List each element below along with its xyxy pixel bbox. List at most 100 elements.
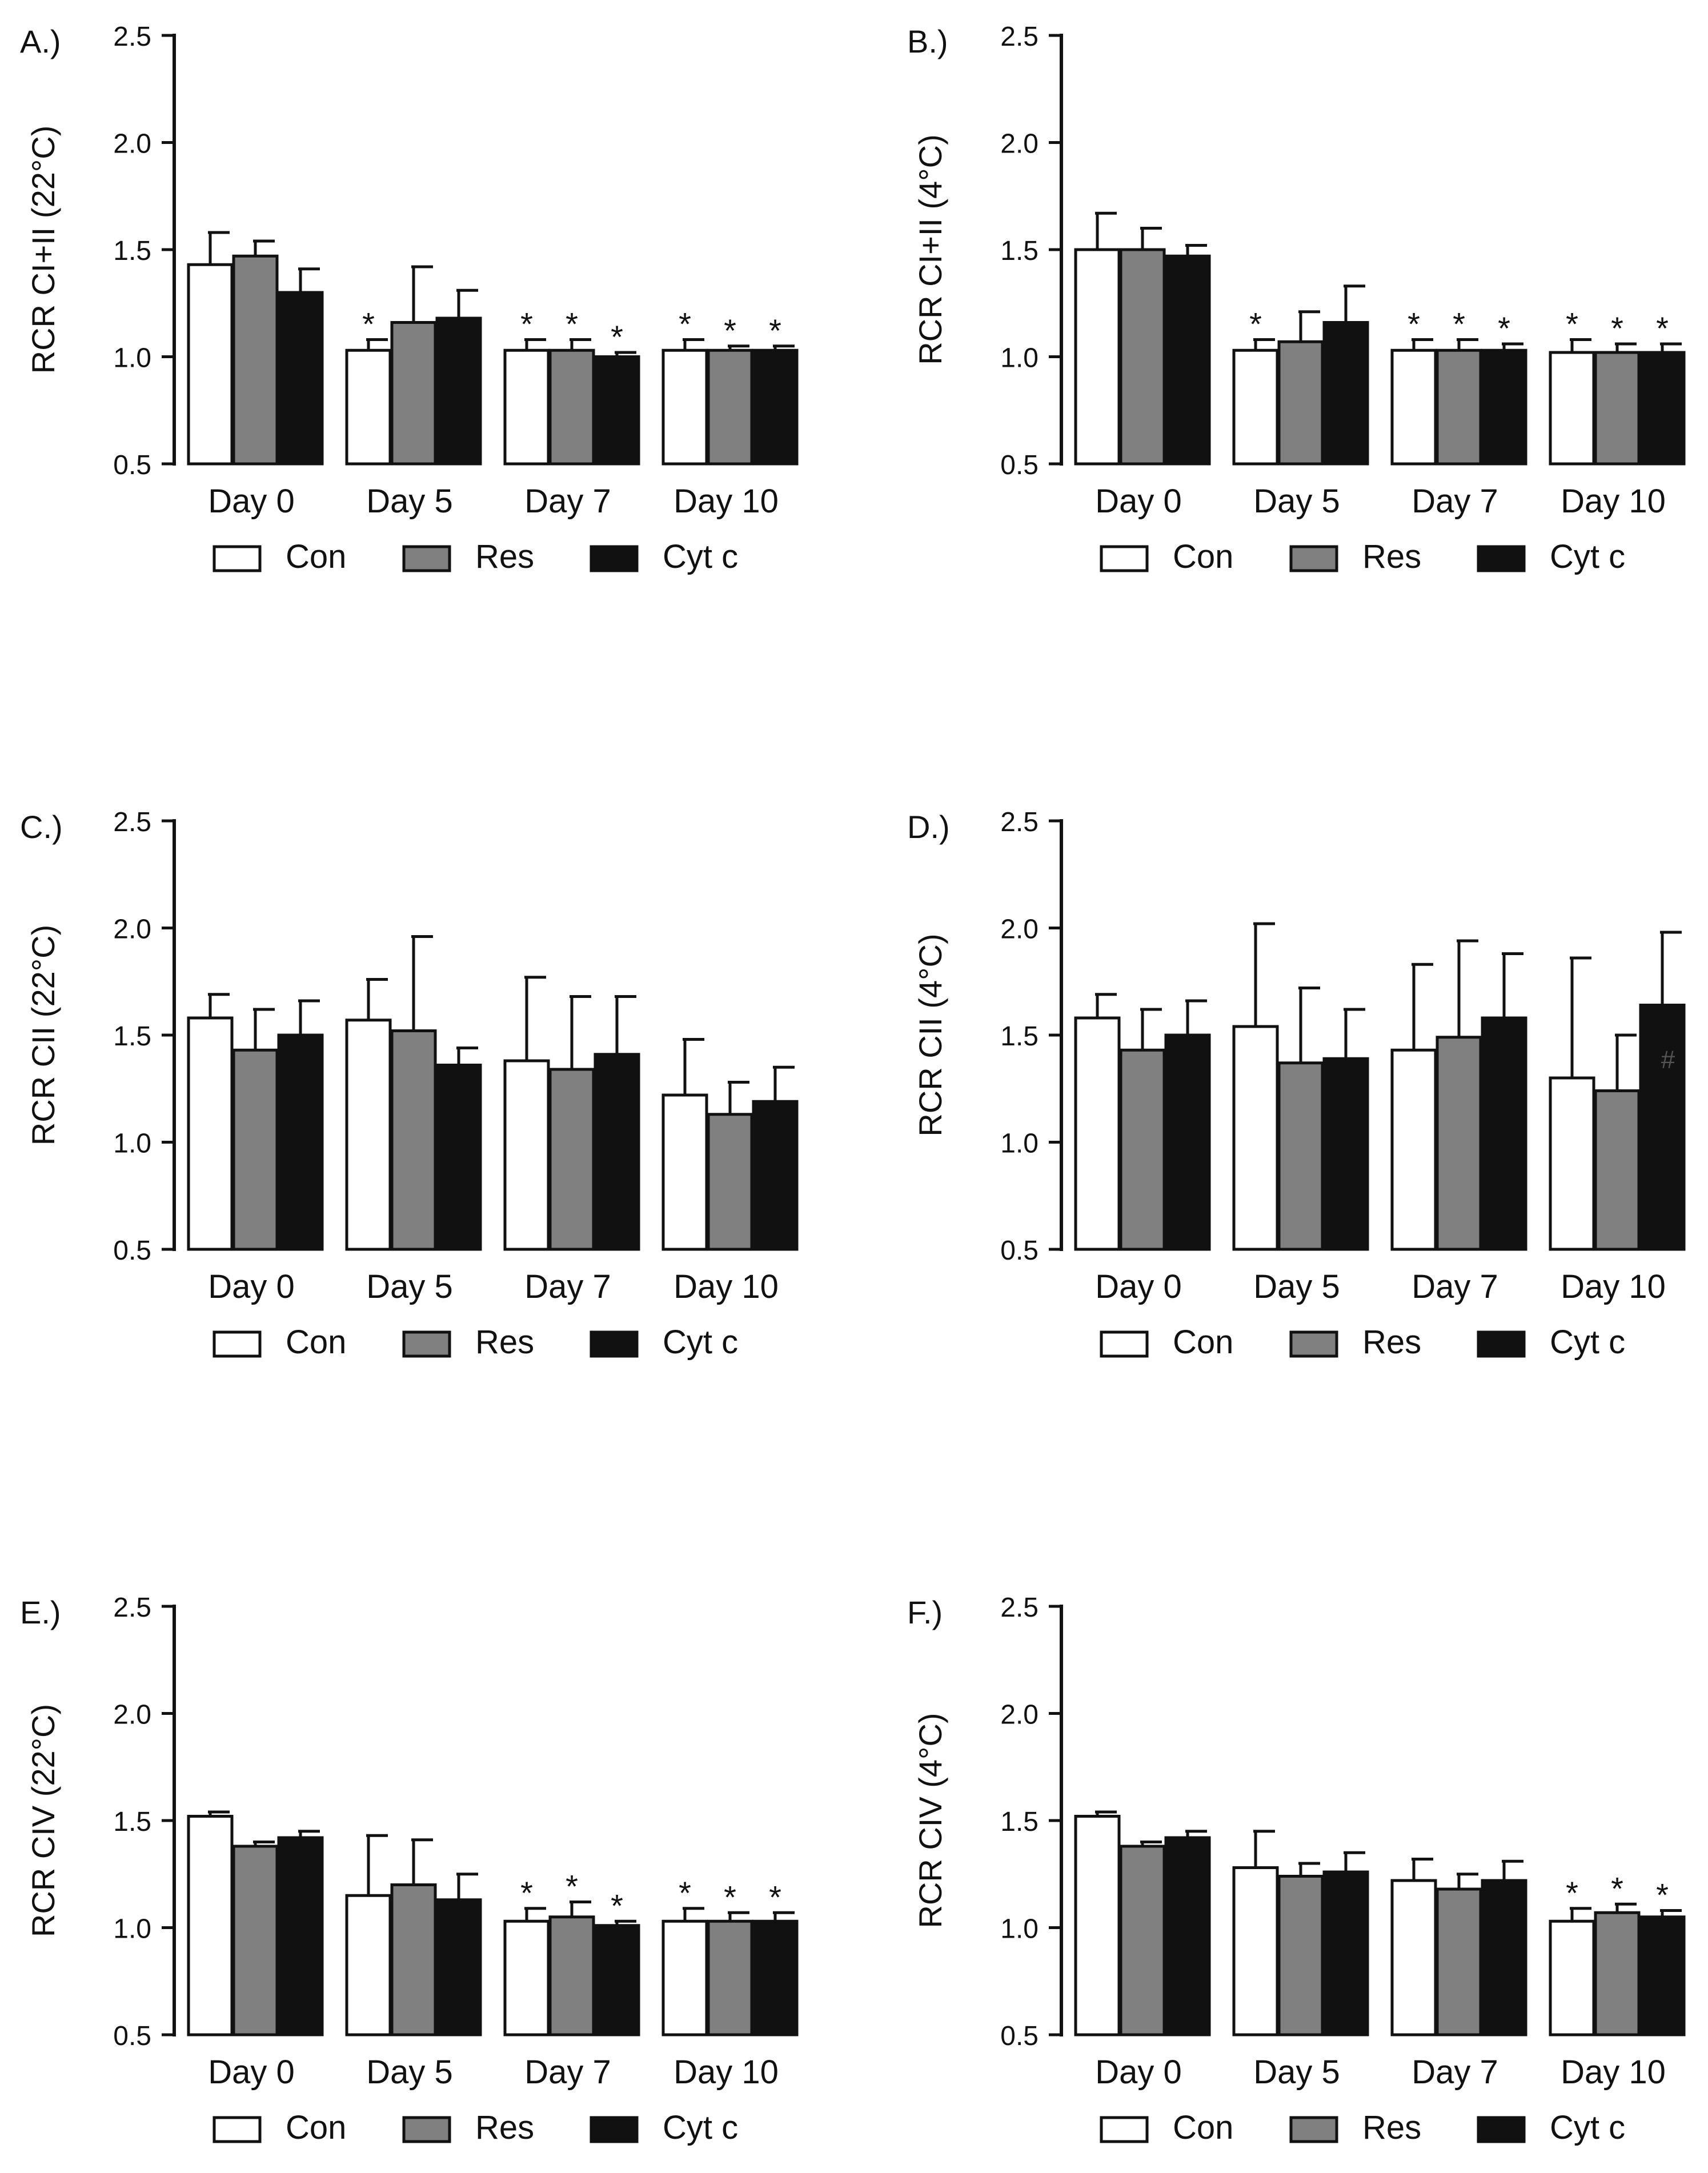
y-tick-label: 2.0	[113, 915, 151, 945]
legend-swatch-res	[402, 2116, 451, 2143]
y-tick-label: 2.0	[113, 1700, 151, 1730]
bar-day5-con	[1232, 1025, 1279, 1251]
y-tick-label: 1.0	[1000, 1914, 1039, 1945]
panel-label: B.)	[907, 23, 948, 59]
bar-day10-res	[1594, 1911, 1641, 2036]
bar-day10-con	[1549, 351, 1595, 466]
bar-day5-con	[345, 348, 392, 466]
y-axis-title: RCR CIV (22°C)	[25, 1704, 61, 1937]
x-category-label: Day 10	[1561, 2054, 1666, 2091]
bar-day7-con	[503, 1059, 550, 1251]
chart-panel-d: D.) RCR CII (4°C) 0.5 1.0 1.5 2.0 2.5 Day 0 Day …	[907, 807, 1686, 1361]
x-category-label: Day 7	[1412, 483, 1498, 520]
bar-day0-res	[232, 254, 279, 466]
legend-swatch-con	[213, 1330, 262, 1358]
legend-label: Res	[475, 538, 534, 575]
panel-label: E.)	[20, 1594, 61, 1630]
bar-day7-res	[1436, 1036, 1482, 1251]
bar-day5-cytc	[435, 1064, 482, 1251]
legend-label: Con	[1173, 538, 1233, 575]
bar-day0-con	[187, 1815, 234, 2036]
bar-day5-res	[390, 1883, 437, 2036]
y-tick-label: 0.5	[1000, 2021, 1039, 2051]
bar-day7-con	[503, 1919, 550, 2036]
legend-label: Cyt c	[1550, 2109, 1625, 2146]
x-category-label: Day 5	[1253, 1268, 1340, 1305]
panel-label: F.)	[907, 1594, 943, 1630]
bar-day10-cytc	[1639, 1915, 1686, 2036]
x-category-label: Day 10	[1561, 1268, 1666, 1305]
bar-day0-cytc	[1164, 254, 1211, 466]
bar-day10-con	[661, 348, 708, 466]
bar-day5-con	[1232, 1866, 1279, 2036]
legend-label: Cyt c	[1550, 1324, 1625, 1361]
significance-mark: *	[1453, 306, 1465, 342]
x-category-label: Day 0	[208, 1268, 295, 1305]
bar-day5-con	[345, 1019, 392, 1251]
bar-day5-cytc	[435, 316, 482, 466]
bar-day0-cytc	[277, 291, 324, 466]
legend-label: Res	[1362, 2109, 1421, 2146]
significance-mark: *	[679, 306, 691, 342]
x-category-label: Day 7	[524, 483, 611, 520]
legend-swatch-res	[402, 1330, 451, 1358]
legend-swatch-cytc	[590, 545, 639, 572]
bar-day0-res	[1119, 248, 1166, 466]
bar-day7-res	[1436, 1887, 1482, 2036]
bar-day10-cytc	[752, 1919, 799, 2036]
bar-day7-con	[1390, 348, 1437, 466]
y-tick-label: 1.0	[113, 1914, 151, 1945]
y-tick-label: 1.5	[1000, 1021, 1039, 1052]
bar-day7-res	[548, 348, 595, 466]
chart-panel-c: C.) RCR CII (22°C) 0.5 1.0 1.5 2.0 2.5 Day 0 Day…	[20, 807, 799, 1361]
significance-mark: *	[611, 1887, 623, 1923]
y-tick-label: 2.5	[113, 1593, 151, 1623]
x-category-label: Day 0	[1095, 1268, 1182, 1305]
legend-label: Res	[475, 1324, 534, 1361]
legend-label: Cyt c	[663, 2109, 738, 2146]
chart-panel-b: B.) RCR CI+II (4°C) 0.5 1.0 1.5 2.0 2.5 Day 0 * D…	[907, 22, 1686, 575]
panel-label: D.)	[907, 809, 950, 845]
legend-swatch-cytc	[1477, 545, 1526, 572]
legend-label: Cyt c	[663, 538, 738, 575]
bar-day10-res	[707, 1113, 753, 1251]
y-tick-label: 1.5	[113, 1021, 151, 1052]
y-tick-label: 2.5	[113, 22, 151, 52]
legend-swatch-res	[1289, 545, 1338, 572]
y-tick-label: 0.5	[113, 450, 151, 480]
legend-label: Con	[286, 538, 346, 575]
bar-day5-con	[1232, 348, 1279, 466]
legend-swatch-con	[213, 545, 262, 572]
legend-label: Res	[475, 2109, 534, 2146]
y-axis-title: RCR CI+II (22°C)	[25, 126, 61, 374]
y-tick-label: 1.5	[1000, 1807, 1039, 1837]
y-tick-label: 2.5	[1000, 807, 1039, 837]
significance-mark: *	[362, 306, 375, 342]
significance-mark: *	[1408, 306, 1420, 342]
bar-day5-cytc	[1322, 321, 1369, 466]
legend-swatch-con	[1100, 1330, 1149, 1358]
bar-day7-res	[548, 1915, 595, 2036]
bar-day7-res	[548, 1068, 595, 1251]
legend-label: Cyt c	[1550, 538, 1625, 575]
significance-mark: *	[679, 1875, 691, 1911]
bar-day10-cytc	[1639, 1004, 1686, 1251]
legend-swatch-res	[1289, 1330, 1338, 1358]
y-axis-title: RCR CIV (4°C)	[912, 1713, 948, 1928]
x-category-label: Day 10	[673, 1268, 779, 1305]
y-tick-label: 2.0	[1000, 915, 1039, 945]
bar-day10-cytc	[1639, 351, 1686, 466]
significance-mark: *	[724, 312, 736, 348]
x-category-label: Day 7	[1412, 1268, 1498, 1305]
bar-day0-res	[1119, 1845, 1166, 2036]
bar-day7-res	[1436, 348, 1482, 466]
legend-swatch-con	[1100, 545, 1149, 572]
bar-day10-con	[661, 1093, 708, 1251]
x-category-label: Day 0	[1095, 483, 1182, 520]
bar-day5-res	[390, 1029, 437, 1251]
significance-mark: *	[1611, 1870, 1623, 1906]
x-category-label: Day 0	[208, 483, 295, 520]
bar-day10-con	[661, 1919, 708, 2036]
legend-label: Cyt c	[663, 1324, 738, 1361]
